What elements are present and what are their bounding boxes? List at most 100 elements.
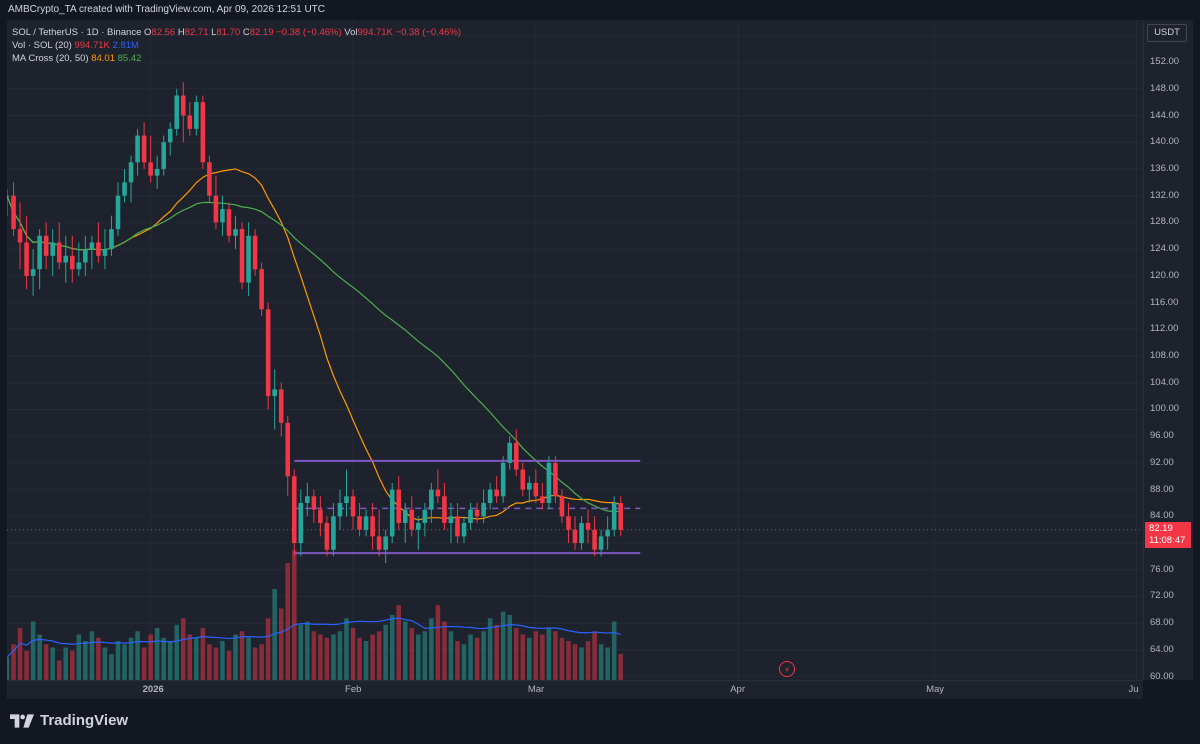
candle-body: [324, 523, 330, 550]
tv-logo-icon: [10, 713, 34, 728]
candle-body: [50, 242, 55, 256]
candle-body: [422, 509, 428, 524]
price-chart[interactable]: [7, 20, 1143, 680]
volume-bar: [50, 647, 55, 680]
volume-bar: [507, 615, 512, 680]
price-tick: 92.00: [1150, 456, 1174, 468]
volume-bar: [442, 621, 447, 680]
volume-bar: [167, 641, 173, 680]
volume-bar: [605, 647, 610, 680]
candle-body: [448, 516, 454, 524]
volume-bar: [135, 631, 140, 680]
ma-slow-value: 85.42: [117, 53, 142, 64]
candle-body: [213, 195, 219, 223]
volume-bar: [494, 624, 499, 680]
candle-body: [291, 476, 297, 544]
volume-bar: [141, 647, 147, 680]
price-tick: 88.00: [1150, 483, 1174, 495]
volume-bar: [305, 621, 310, 680]
volume-bar: [383, 624, 388, 680]
candle-body: [122, 182, 127, 196]
volume-bar: [233, 634, 238, 680]
open-value: 82.56: [151, 27, 176, 38]
price-tick: 108.00: [1150, 350, 1180, 361]
price-tick: 96.00: [1150, 430, 1174, 442]
volume-bar: [109, 654, 114, 680]
volume-bar: [455, 641, 460, 680]
time-tick: Mar: [527, 684, 545, 695]
volume-bar: [70, 650, 75, 680]
candle-body: [220, 209, 225, 223]
candle-body: [311, 496, 317, 510]
vol-change: −0.38 (−0.46%): [395, 27, 462, 38]
candle-body: [618, 502, 623, 530]
candle-body: [383, 536, 388, 550]
candle-body: [357, 516, 362, 530]
volume-bar: [520, 634, 526, 680]
time-axis[interactable]: 2026 Feb Mar Apr May Ju: [7, 680, 1143, 699]
volume-bar: [102, 647, 108, 680]
candle-body: [272, 389, 277, 397]
ma-cross-label[interactable]: MA Cross (20, 50): [12, 53, 89, 64]
candle-body: [611, 502, 617, 530]
volume-bar: [220, 641, 225, 680]
candle-body: [76, 262, 82, 270]
volume-bar: [24, 650, 29, 680]
top-bar: AMBCrypto_TA created with TradingView.co…: [0, 0, 1200, 19]
volume-bar: [376, 631, 382, 680]
candle-body: [318, 509, 323, 524]
candle-body: [115, 195, 121, 230]
open-label: O: [144, 27, 152, 38]
price-tick: 140.00: [1150, 136, 1180, 148]
volume-bar: [246, 637, 251, 680]
volume-bar: [487, 618, 493, 680]
volume-bar: [318, 634, 323, 680]
volume-bar: [115, 641, 121, 680]
candle-body: [24, 242, 29, 276]
lightning-icon[interactable]: ⚡: [779, 661, 795, 677]
candle-body: [128, 162, 134, 183]
volume-bar: [461, 644, 467, 680]
chart-pane[interactable]: [7, 20, 1143, 680]
price-tick: 152.00: [1150, 56, 1180, 68]
volume-bar: [194, 637, 199, 680]
price-tick: 124.00: [1150, 243, 1180, 255]
candle-body: [461, 523, 467, 537]
symbol-label[interactable]: SOL / TetherUS · 1D · Binance: [12, 27, 142, 38]
close-value: 82.19: [249, 27, 274, 38]
vol-value: 994.71K: [357, 27, 393, 38]
volume-bar: [540, 634, 545, 680]
volume-bar: [37, 634, 42, 680]
candle-body: [56, 242, 62, 263]
candle-body: [285, 422, 291, 477]
price-axis[interactable]: 156.00152.00148.00144.00140.00136.00132.…: [1143, 20, 1193, 682]
volume-bar: [448, 631, 454, 680]
candle-body: [370, 516, 375, 537]
time-tick: Feb: [345, 684, 362, 695]
volume-study-label[interactable]: Vol · SOL (20): [12, 40, 72, 51]
change-value: −0.38 (−0.46%): [276, 27, 342, 38]
candle-body: [70, 255, 75, 270]
candle-body: [455, 516, 460, 537]
volume-bar: [148, 634, 153, 680]
tradingview-logo[interactable]: TradingView: [10, 712, 128, 729]
candle-body: [416, 523, 421, 530]
volume-bar: [513, 628, 519, 680]
candle-body: [487, 489, 493, 503]
volume-bar: [128, 637, 134, 680]
volume-bar: [585, 641, 591, 680]
currency-button[interactable]: USDT: [1147, 24, 1187, 42]
candle-body: [167, 128, 173, 143]
time-tick: Ju: [1128, 684, 1139, 695]
candle-body: [278, 389, 284, 423]
candle-body: [520, 469, 526, 490]
volume-bar: [239, 631, 245, 680]
volume-bar: [180, 618, 186, 680]
volume-bar: [63, 647, 69, 680]
candle-body: [246, 235, 251, 283]
volume-bar: [278, 608, 284, 680]
candle-body: [109, 229, 114, 250]
candle-body: [37, 235, 42, 270]
volume-bar: [213, 647, 219, 680]
candle-body: [435, 489, 441, 497]
